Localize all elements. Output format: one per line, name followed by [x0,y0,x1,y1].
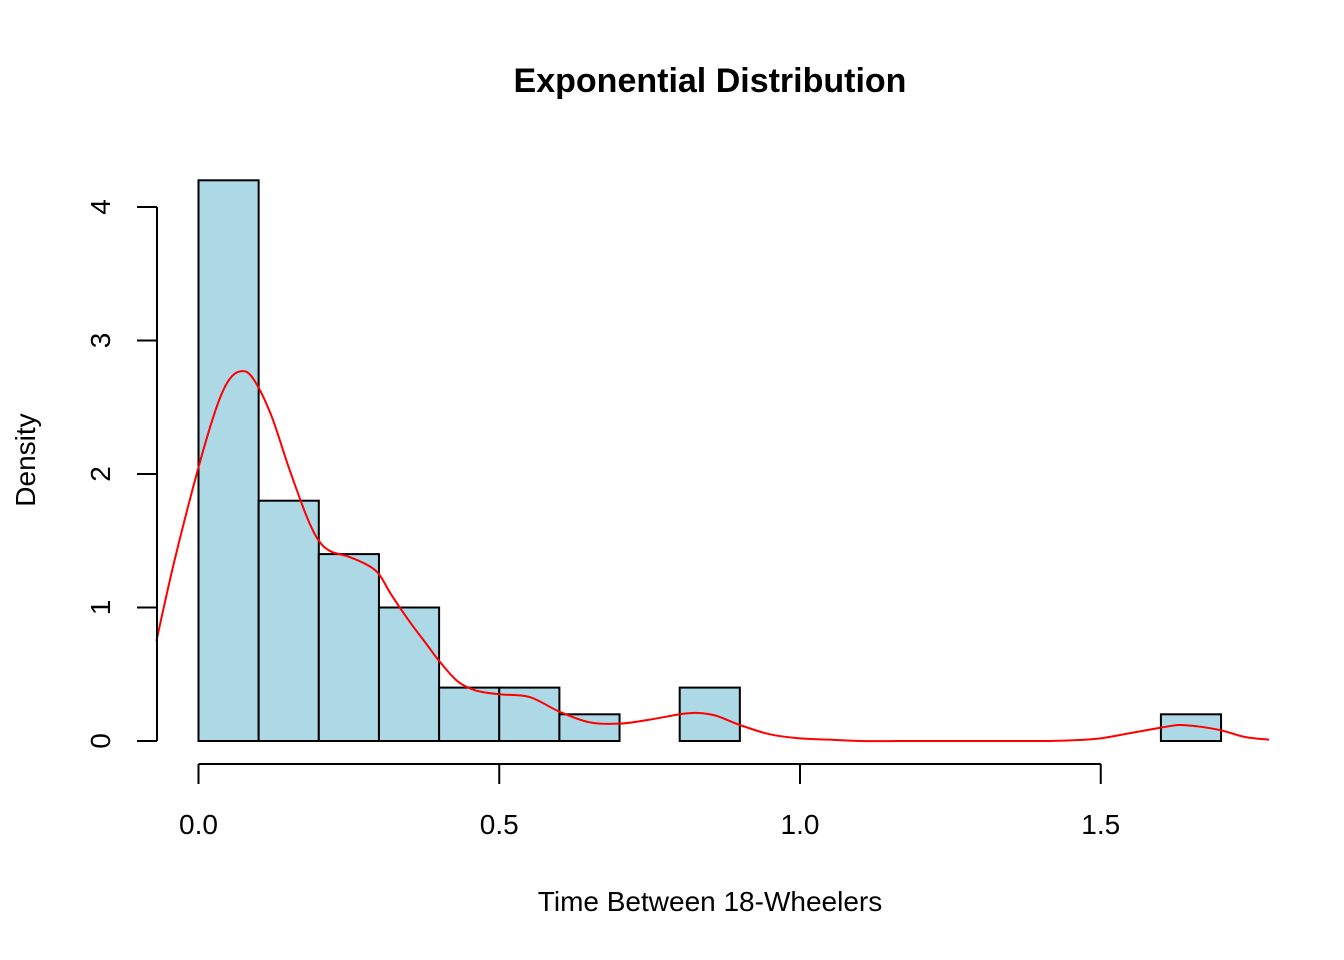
x-axis: 0.0 0.5 1.0 1.5 [179,763,1120,840]
histogram-bar [438,686,501,742]
y-tick-label: 1 [85,600,116,616]
density-curve [155,370,1270,743]
chart-title: Exponential Distribution [514,62,907,100]
y-tick-label: 0 [85,733,116,749]
y-axis-title: Density [10,413,41,506]
x-tick-label: 0.0 [179,809,218,840]
x-tick-label: 0.5 [480,809,519,840]
y-tick-label: 2 [85,466,116,482]
histogram-bar [377,606,441,742]
y-tick-label: 3 [85,333,116,349]
histogram-bar [257,499,320,743]
histogram-bar [317,553,380,742]
x-axis-title: Time Between 18-Wheelers [538,886,882,917]
y-tick-label: 4 [85,199,116,215]
x-tick-label: 1.5 [1081,809,1120,840]
x-tick-label: 1.0 [781,809,820,840]
y-axis: 0 1 2 3 4 [85,199,158,749]
histogram-bar [197,179,260,743]
histogram-bars [197,179,1223,743]
histogram-bar [558,713,621,742]
